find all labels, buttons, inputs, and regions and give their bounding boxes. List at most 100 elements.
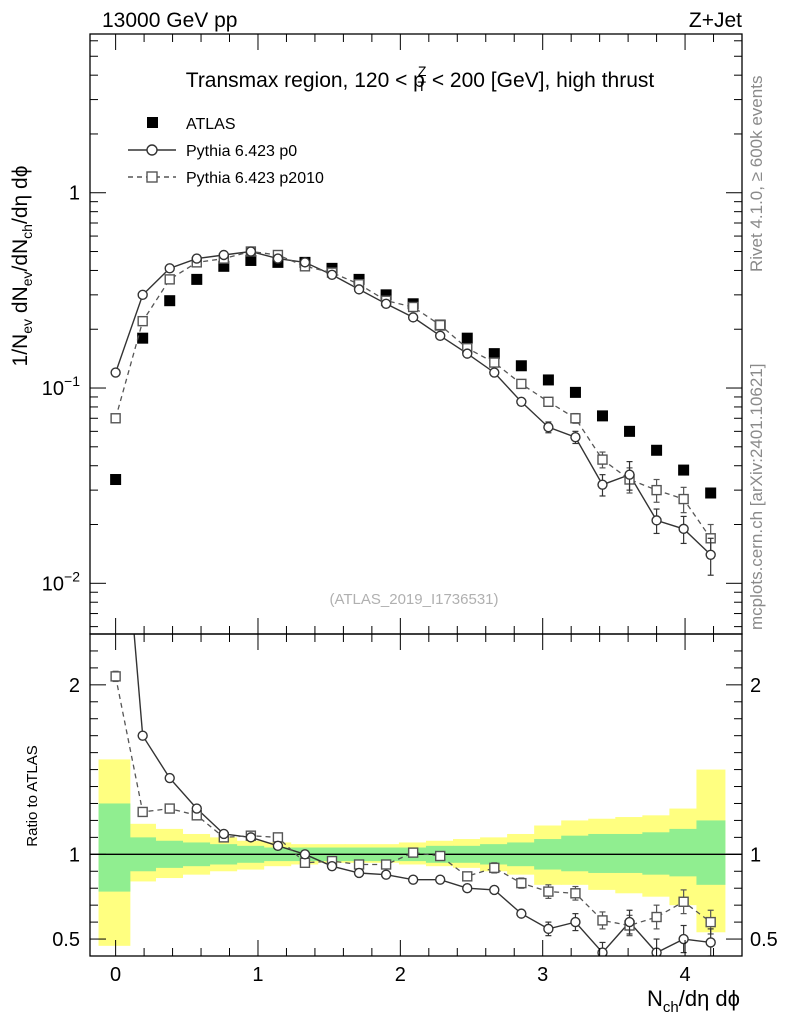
ratio-p0-data-point: [543, 923, 554, 935]
ratio-p0-data-point: [624, 916, 635, 928]
atlas-data-point: [380, 289, 392, 301]
ratio-p0-data-point: [164, 772, 175, 784]
main-y-tick-label: 10−2: [42, 568, 80, 595]
p2010-data-point: [570, 413, 581, 424]
x-tick-label: 0: [110, 964, 121, 986]
ratio-p2010-data-point: [570, 888, 581, 899]
p0-data-point: [543, 422, 554, 433]
legend-label-atlas: ATLAS: [186, 116, 236, 133]
ratio-band-inner: [615, 833, 643, 873]
ratio-p0-data-point: [597, 947, 608, 956]
p0-data-point: [218, 249, 230, 261]
p0-data-point: [705, 549, 716, 560]
p0-data-point: [516, 396, 527, 408]
ratio-p2010-data-point: [678, 896, 689, 907]
ratio-p2010-data-point: [435, 850, 446, 862]
ratio-p0-data-point: [218, 828, 230, 840]
ratio-p2010-data-point: [272, 832, 284, 843]
main-y-tick-labels: 10−2 10−1 1: [42, 183, 80, 596]
ratio-p2010-data-point: [597, 915, 608, 926]
ratio-band-inner: [588, 833, 616, 873]
atlas-data-point: [137, 332, 149, 344]
p2010-data-point: [543, 396, 554, 408]
x-tick-label: 3: [537, 964, 548, 986]
atlas-data-point: [651, 444, 663, 456]
ratio-p2010-line: [114, 676, 712, 927]
legend-marker-p0: [146, 144, 158, 156]
ratio-p0-data-point: [299, 849, 311, 860]
main-y-axis-title: 1/Nev dNev/dNch/dη dϕ: [9, 166, 35, 367]
p0-line: [114, 250, 712, 556]
ratio-p2010-data-point: [516, 877, 527, 889]
ratio-frame: [89, 633, 743, 957]
ratio-p2010-data-point: [380, 859, 392, 870]
p0-data-point: [597, 479, 608, 490]
p0-data-point: [110, 367, 121, 378]
p2010-data-point: [489, 357, 500, 368]
main-y-tick-label: 1: [69, 183, 80, 205]
p0-data-point: [326, 269, 338, 281]
ratio-p2010-data-point: [164, 803, 175, 814]
ratio-p0-data-point: [326, 860, 338, 872]
side-label-top: Rivet 4.1.0, ≥ 600k events: [747, 76, 766, 272]
ratio-y-tick-label-right: 2: [750, 675, 761, 697]
main-y-tick-label: 10−1: [42, 373, 80, 400]
ratio-p2010-data-point: [137, 806, 148, 818]
atlas-data-point: [488, 348, 500, 360]
ratio-band-inner: [561, 835, 589, 872]
p0-data-point: [137, 289, 148, 301]
ratio-y-tick-label-right: 0.5: [750, 929, 778, 951]
atlas-data-point: [678, 464, 690, 476]
ratio-p2010-data-point: [299, 857, 311, 868]
p2010-data-point: [110, 413, 121, 424]
plot-title: Transmax region, 120 < pZ T < 200 [GeV], …: [186, 63, 655, 94]
ratio-p0-data-point: [380, 869, 392, 880]
header-right: Z+Jet: [689, 9, 742, 32]
ratio-p0-data-point: [353, 867, 365, 879]
ratio-p0-data-point: [272, 840, 284, 852]
side-label-bottom: mcplots.cern.ch [arXiv:2401.10621]: [747, 364, 766, 630]
atlas-data-point: [218, 260, 230, 272]
ratio-p0-data-point: [191, 803, 202, 814]
legend-label-p0: Pythia 6.423 p0: [186, 143, 297, 160]
ratio-p2010-data-point: [462, 871, 473, 882]
x-tick-label: 4: [679, 964, 690, 986]
ratio-ticks: [90, 634, 742, 956]
ratio-y-tick-label-left: 2: [69, 675, 80, 697]
ratio-p2010-data-point: [543, 886, 554, 897]
atlas-data-point: [542, 374, 554, 386]
ratio-p0-data-point: [489, 884, 500, 896]
ratio-y-axis-title: Ratio to ATLAS: [24, 745, 41, 846]
p0-data-point: [489, 367, 500, 378]
p0-data-point: [353, 284, 365, 295]
p2010-data-point: [678, 493, 689, 505]
ratio-p2010-data-point: [407, 847, 419, 858]
p0-data-point: [164, 263, 175, 274]
ratio-p2010-data-point: [353, 859, 365, 870]
ratio-p0-data-point: [516, 908, 527, 919]
main-y-ticks: [90, 34, 742, 634]
p0-data-point: [299, 257, 311, 268]
ratio-p0-data-point: [678, 933, 689, 945]
p0-data-point: [435, 330, 446, 342]
ratio-p2010-data-point: [651, 911, 662, 923]
atlas-data-point: [110, 474, 122, 486]
legend: ATLAS Pythia 6.423 p0 Pythia 6.423 p2010: [128, 116, 324, 187]
x-tick-label: 1: [252, 964, 263, 986]
ratio-p0-data-point: [435, 874, 446, 885]
ratio-panel: 0.5 0.5 1 1 2 2 0 1 2 3 4 Ratio to ATLAS Nch/dη d…: [24, 633, 778, 1016]
main-series-group: [110, 246, 717, 576]
p2010-data-point: [164, 274, 175, 285]
x-tick-labels: 0 1 2 3 4: [110, 964, 691, 986]
ratio-p0-data-point: [570, 916, 581, 928]
p2010-data-point: [516, 378, 527, 390]
ratio-y-tick-labels: 0.5 0.5 1 1 2 2: [52, 675, 778, 951]
ratio-p2010-data-point: [110, 671, 121, 682]
legend-label-p2010: Pythia 6.423 p2010: [186, 170, 324, 187]
p0-data-point: [570, 431, 581, 443]
atlas-data-point: [515, 360, 527, 372]
p0-data-point: [407, 312, 419, 323]
ratio-y-tick-label-right: 1: [750, 844, 761, 866]
p2010-line: [114, 250, 712, 539]
